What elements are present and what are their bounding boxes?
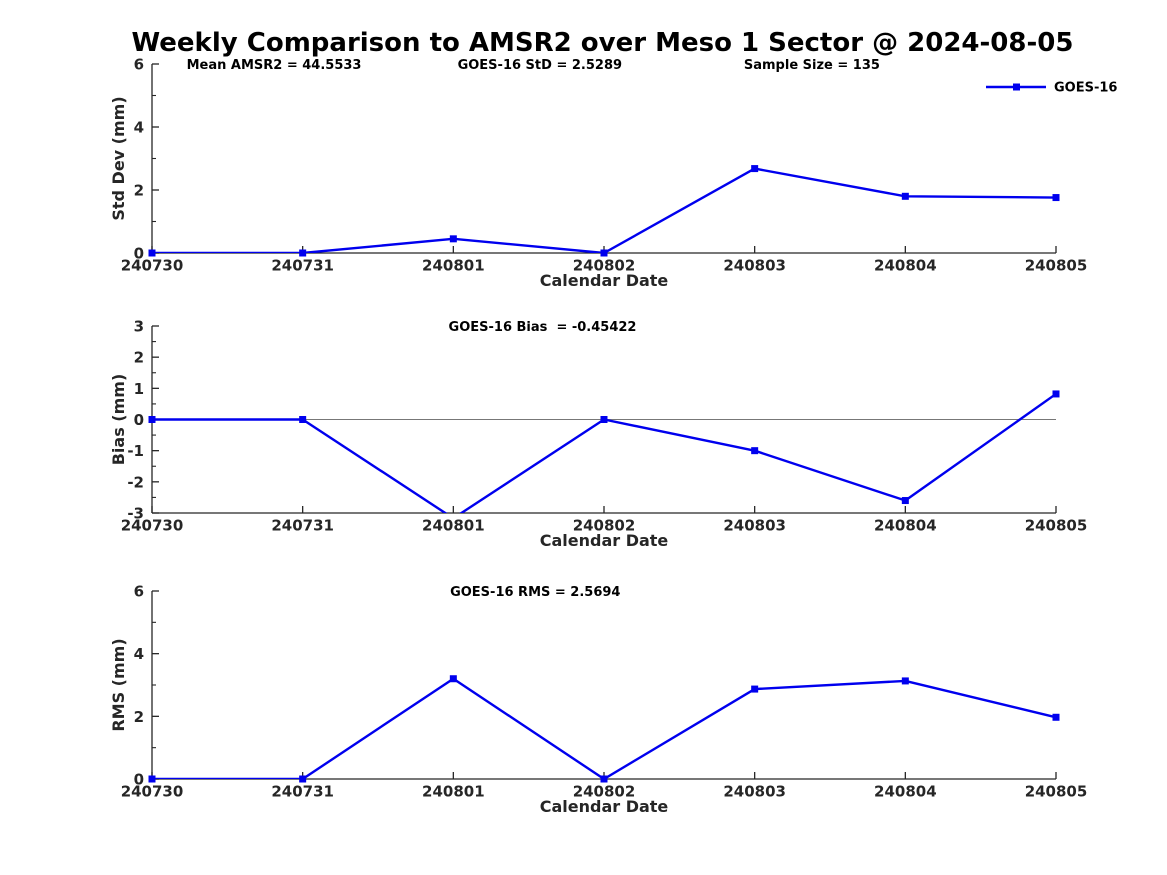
data-point-marker bbox=[299, 775, 307, 783]
x-tick-label: 240805 bbox=[1025, 257, 1088, 275]
data-point-marker bbox=[449, 235, 457, 243]
y-tick-label: -3 bbox=[127, 505, 144, 523]
y-tick-label: 2 bbox=[134, 708, 144, 726]
rms-subplot: 0 2 4 6 240730 240731 240801 240802 240803 240804… bbox=[109, 583, 1087, 817]
x-tick-label: 240731 bbox=[271, 517, 334, 535]
annotation-text: Mean AMSR2 = 44.5533 bbox=[187, 58, 362, 73]
y-tick-label: 0 bbox=[134, 411, 144, 429]
bias-subplot: -3 -2 -1 0 1 2 3 240730 240731 240801 240802 240803… bbox=[109, 318, 1087, 551]
std-dev-subplot: 0 2 4 6 240730 240731 240801 240802 240803 240804… bbox=[109, 56, 1087, 291]
y-tick-label: 0 bbox=[134, 771, 144, 789]
x-tick-label: 240801 bbox=[422, 257, 485, 275]
x-tick-label: 240803 bbox=[723, 257, 786, 275]
x-tick-label: 240801 bbox=[422, 783, 485, 801]
data-point-marker bbox=[299, 249, 307, 257]
x-tick-label: 240730 bbox=[121, 257, 184, 275]
annotation-text: GOES-16 Bias = -0.45422 bbox=[449, 320, 637, 335]
data-point-marker bbox=[751, 165, 759, 173]
x-tick-label: 240804 bbox=[874, 517, 937, 535]
legend-marker bbox=[1013, 83, 1020, 91]
y-axis-label: Std Dev (mm) bbox=[109, 96, 128, 220]
x-tick-label: 240730 bbox=[121, 517, 184, 535]
data-point-marker bbox=[148, 416, 156, 423]
x-tick-label: 240730 bbox=[121, 783, 184, 801]
y-axis-label: RMS (mm) bbox=[109, 638, 128, 731]
data-point-marker bbox=[751, 447, 759, 455]
y-tick-label: 0 bbox=[134, 245, 144, 263]
x-tick-label: 240731 bbox=[271, 257, 334, 275]
series-line-goes-16 bbox=[152, 392, 1057, 513]
series-line-goes-16 bbox=[152, 167, 1057, 253]
x-tick-label: 240805 bbox=[1025, 517, 1088, 535]
annotation-text: GOES-16 StD = 2.5289 bbox=[458, 58, 622, 73]
y-tick-label: 4 bbox=[134, 119, 144, 137]
data-point-marker bbox=[449, 675, 457, 683]
x-tick-label: 240802 bbox=[573, 783, 636, 801]
y-tick-label: 6 bbox=[134, 56, 144, 74]
data-point-marker bbox=[751, 685, 759, 693]
data-point-marker bbox=[148, 775, 156, 783]
data-point-marker bbox=[1052, 390, 1060, 398]
annotation-text: Sample Size = 135 bbox=[744, 58, 880, 73]
annotation-text: GOES-16 RMS = 2.5694 bbox=[450, 585, 620, 600]
y-tick-label: -1 bbox=[127, 442, 144, 460]
y-tick-label: 4 bbox=[134, 645, 144, 663]
y-tick-label: 2 bbox=[134, 349, 144, 367]
x-tick-label: 240803 bbox=[723, 783, 786, 801]
y-tick-label: 6 bbox=[134, 583, 144, 601]
x-axis-label: Calendar Date bbox=[540, 797, 669, 816]
x-tick-label: 240731 bbox=[271, 783, 334, 801]
data-point-marker bbox=[901, 497, 909, 505]
x-tick-label: 240804 bbox=[874, 257, 937, 275]
data-point-marker bbox=[1052, 194, 1060, 202]
data-point-marker bbox=[600, 416, 608, 423]
data-point-marker bbox=[148, 249, 156, 257]
x-tick-label: 240802 bbox=[573, 257, 636, 275]
data-point-marker bbox=[1052, 713, 1060, 721]
x-tick-label: 240804 bbox=[874, 783, 937, 801]
y-tick-label: 2 bbox=[134, 182, 144, 200]
x-tick-label: 240803 bbox=[723, 517, 786, 535]
data-point-marker bbox=[600, 775, 608, 783]
legend: GOES-16 bbox=[986, 81, 1117, 96]
data-point-marker bbox=[901, 192, 909, 200]
data-point-marker bbox=[600, 249, 608, 257]
y-tick-label: -2 bbox=[127, 473, 144, 491]
figure-title: Weekly Comparison to AMSR2 over Meso 1 S… bbox=[131, 28, 1074, 58]
x-tick-label: 240802 bbox=[573, 517, 636, 535]
y-tick-label: 3 bbox=[134, 318, 144, 336]
x-axis-label: Calendar Date bbox=[540, 531, 669, 550]
x-tick-label: 240805 bbox=[1025, 783, 1088, 801]
y-axis-label: Bias (mm) bbox=[109, 374, 128, 466]
legend-label: GOES-16 bbox=[1054, 81, 1117, 96]
series-line-goes-16 bbox=[152, 677, 1057, 779]
data-point-marker bbox=[299, 416, 307, 423]
y-tick-label: 1 bbox=[134, 380, 144, 398]
data-point-marker bbox=[901, 677, 909, 685]
x-axis-label: Calendar Date bbox=[540, 271, 669, 290]
x-tick-label: 240801 bbox=[422, 517, 485, 535]
